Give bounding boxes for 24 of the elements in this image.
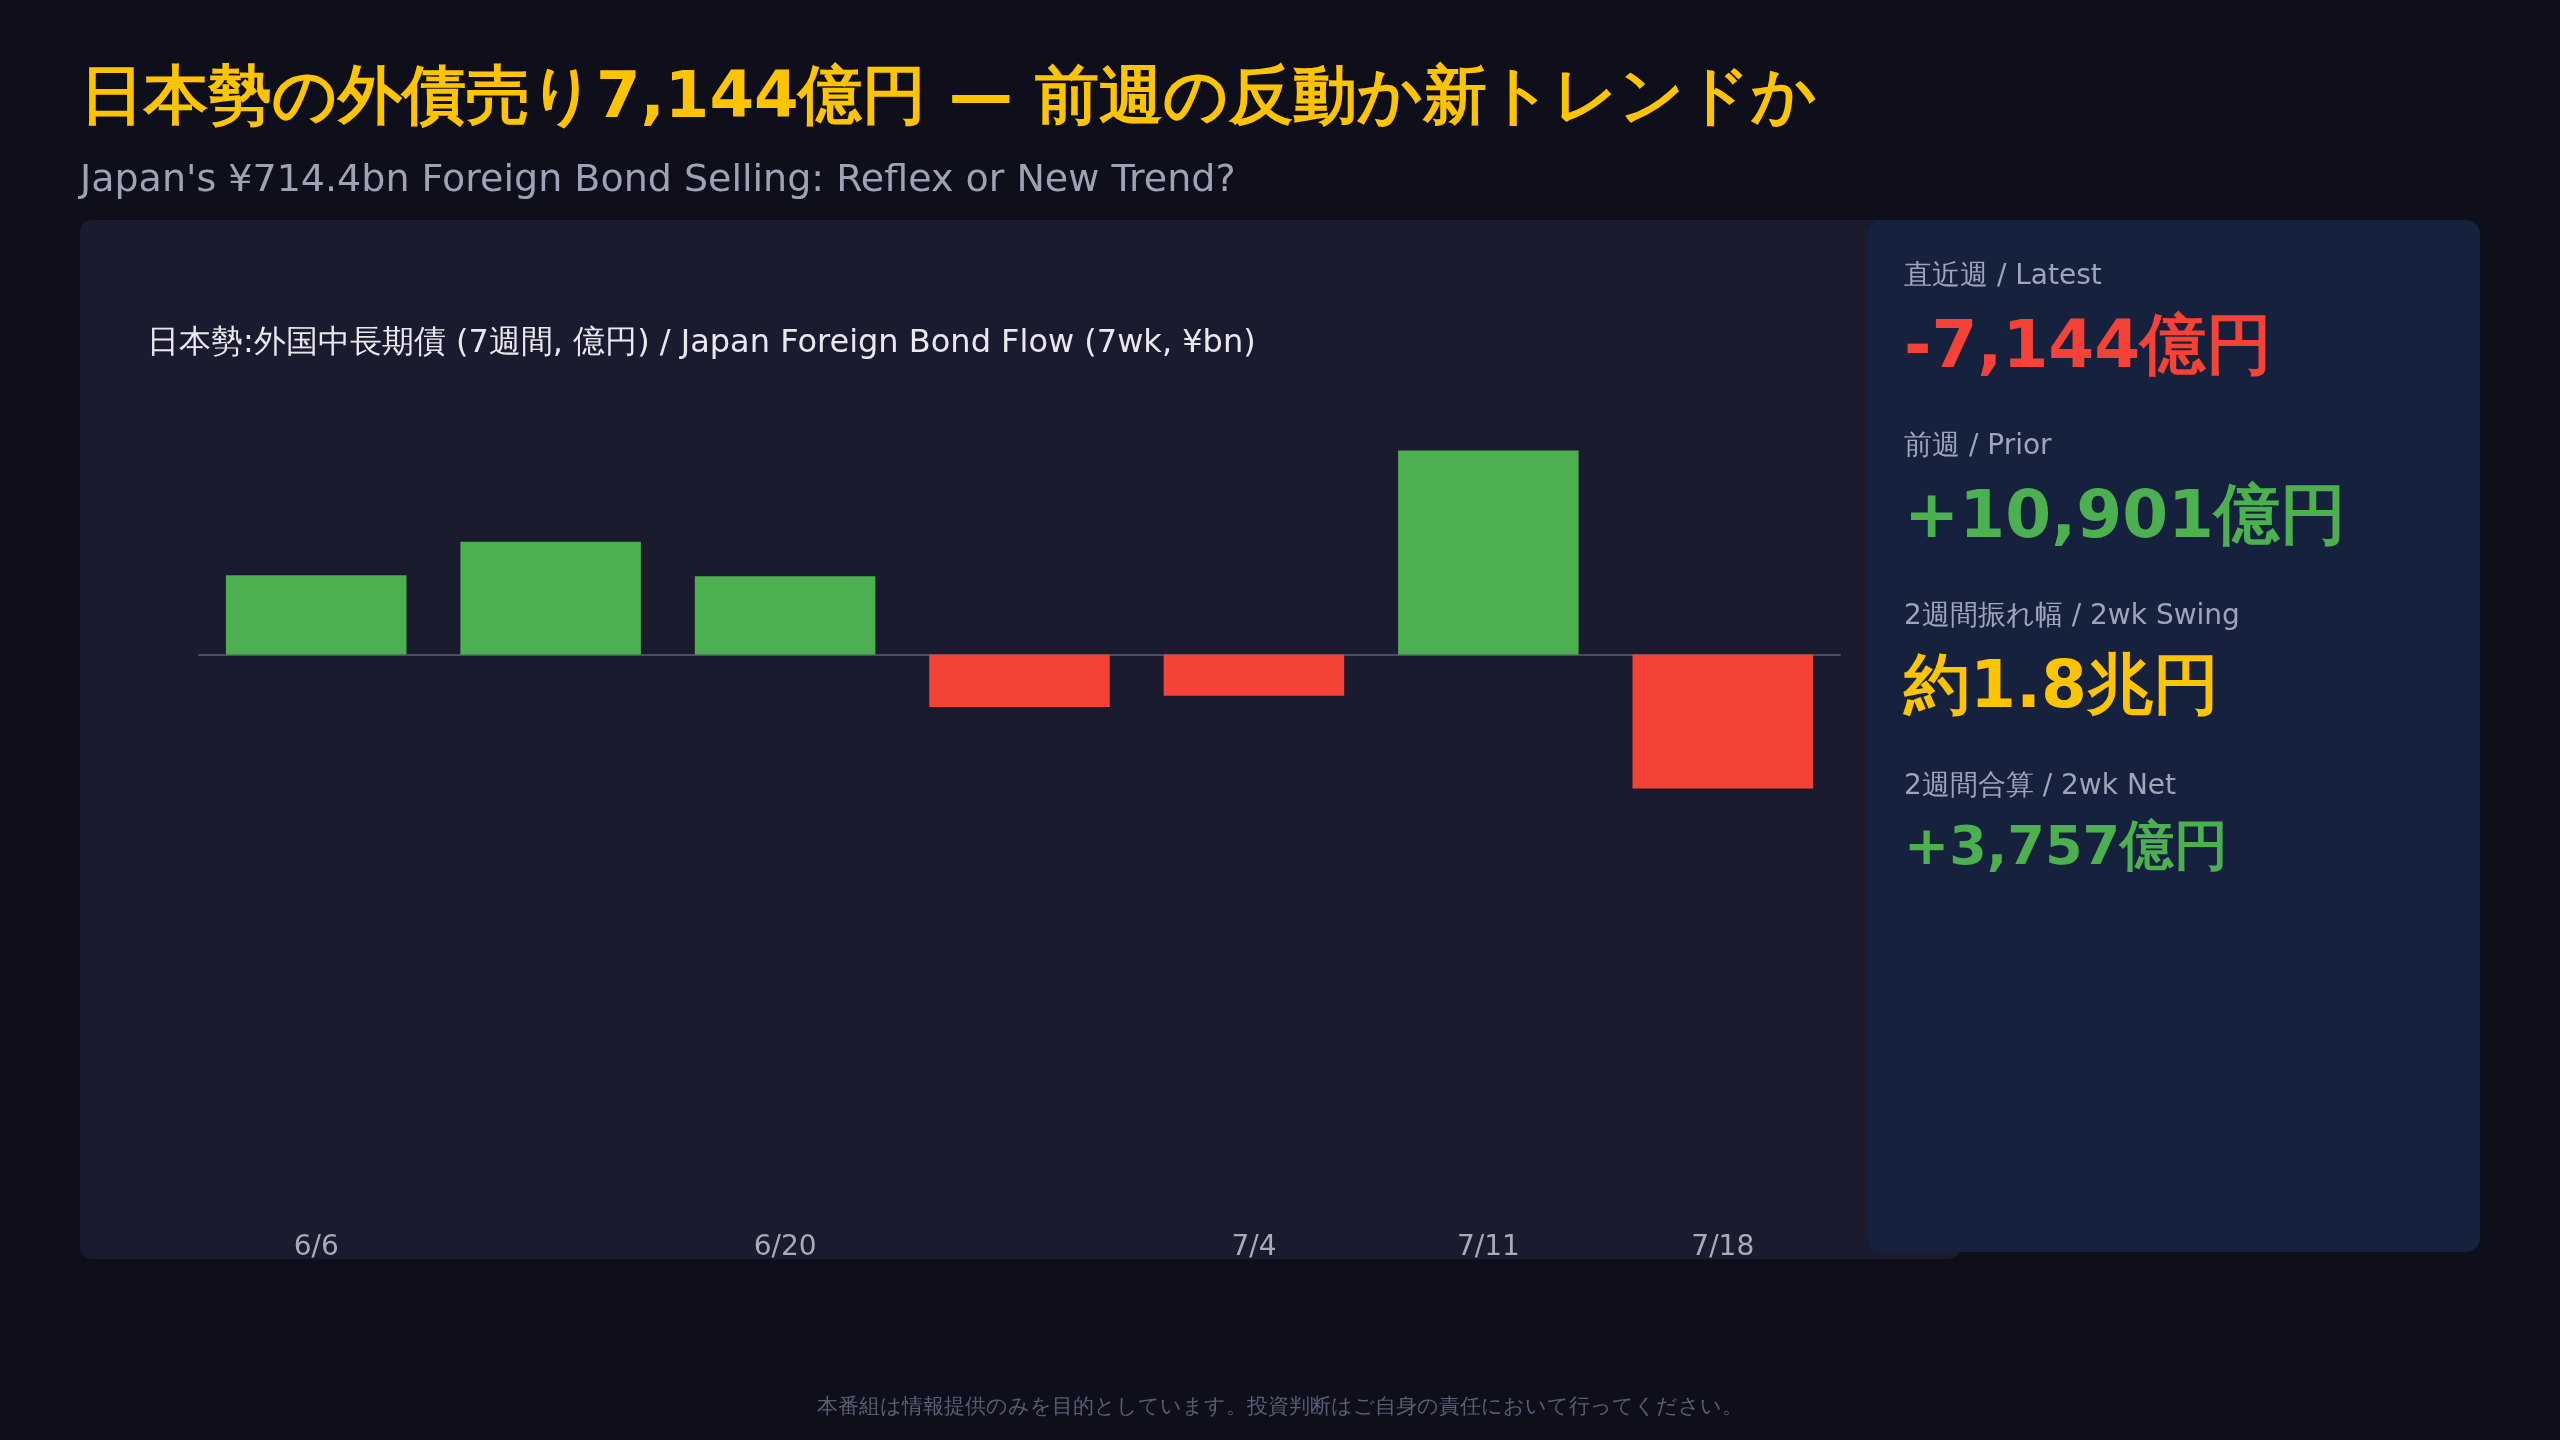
text: 2週間振れ幅 / 2wk Swing xyxy=(1904,597,2241,633)
chart-subtitle: Japan's ¥714.4bn Foreign Bond Selling: Reflex or New Trend? xyxy=(80,156,1236,200)
x-tick-label: 7/18 xyxy=(1691,1228,1755,1262)
x-tick-label: 6/20 xyxy=(753,1228,817,1262)
x-tick-label: 7/11 xyxy=(1456,1228,1520,1262)
text: 日本勢:外国中長期債 (7週間, 億円) / Japan Foreign Bond Flow (7wk, ¥bn) xyxy=(147,322,1256,360)
text: 本番組は情報提供のみを目的としています。投資判断はご自身の責任において行ってください。 xyxy=(816,1393,1744,1420)
bar xyxy=(694,576,876,655)
bar xyxy=(1163,654,1345,696)
bar xyxy=(929,654,1110,707)
x-tick-label: 7/4 xyxy=(1231,1228,1277,1262)
bar xyxy=(225,575,407,655)
text: 約1.8兆円 xyxy=(1904,645,2220,725)
chart-title: 日本勢の外債売り7,144億円 — 前週の反動か新トレンドか xyxy=(80,57,1817,134)
text: 2週間合算 / 2wk Net xyxy=(1904,767,2178,803)
text: -7,144億円 xyxy=(1904,305,2274,385)
text: +3,757億円 xyxy=(1904,813,2230,879)
text: 前週 / Prior xyxy=(1904,427,2053,463)
bar xyxy=(1398,450,1579,655)
text: 直近週 / Latest xyxy=(1904,257,2103,293)
bar xyxy=(460,541,641,655)
bar xyxy=(1632,654,1814,789)
x-tick-label: 6/6 xyxy=(293,1228,339,1262)
text: +10,901億円 xyxy=(1904,475,2347,555)
